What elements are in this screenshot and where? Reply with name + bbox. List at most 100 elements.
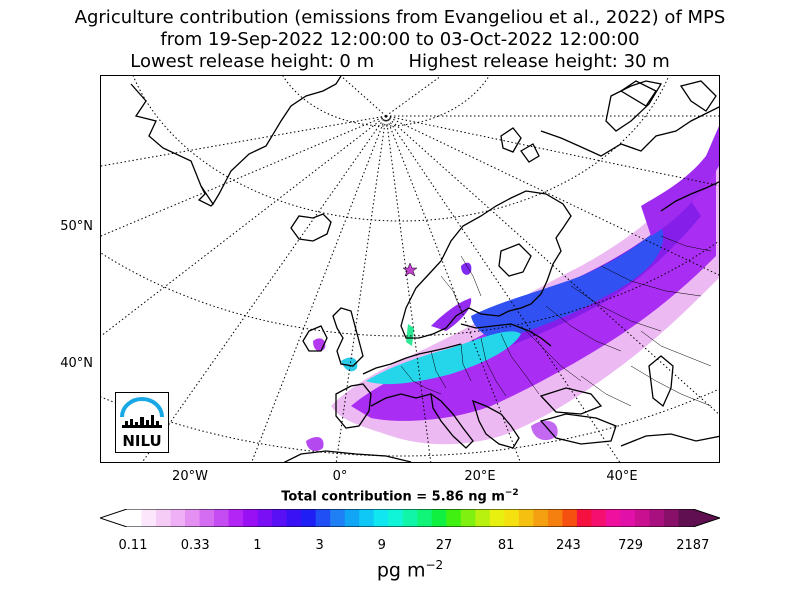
colorbar-over-triangle [693, 509, 720, 527]
colorbar-cell [562, 509, 578, 527]
title-line-3: Lowest release height: 0 m Highest relea… [130, 51, 670, 72]
colorbar-under-triangle [100, 509, 127, 527]
plume-layer [306, 126, 719, 452]
colorbar-cell [286, 509, 302, 527]
colorbar-cell [634, 509, 650, 527]
arctic-islands [619, 80, 657, 107]
colorbar-cell [228, 509, 244, 527]
release-site-star [402, 262, 418, 277]
greenland-coast-2 [197, 185, 214, 207]
plume-green [406, 324, 414, 346]
colorbar-tick-label: 81 [497, 538, 515, 553]
europe-coast [362, 343, 462, 375]
lon-label-20e: 20°E [464, 469, 496, 484]
country-borders [400, 235, 712, 407]
logo-text: NILU [122, 432, 161, 450]
graticule [101, 76, 719, 462]
colorbar-cell [243, 509, 259, 527]
colorbar-tick-label: 0.11 [118, 538, 148, 553]
colorbar-tick-label: 3 [315, 538, 324, 553]
caspian [648, 355, 674, 408]
colorbar-cell [185, 509, 201, 527]
nilu-logo: NILU [115, 392, 169, 453]
colorbar-cell [605, 509, 621, 527]
total-contribution-text: Total contribution = 5.86 ng m [281, 489, 505, 505]
italy [430, 392, 474, 449]
lon-label-20w: 20°W [172, 469, 208, 484]
colorbar-cell [330, 509, 346, 527]
title-line-2: from 19-Sep-2022 12:00:00 to 03-Oct-2022… [160, 29, 640, 50]
colorbar-tick-label: 2187 [676, 538, 710, 553]
colorbar-tick-label: 0.33 [180, 538, 210, 553]
arctic-coast-ne [679, 80, 717, 112]
colorbar-cell [678, 509, 694, 527]
colorbar-cell [649, 509, 665, 527]
title-line-1: Agriculture contribution (emissions from… [74, 7, 726, 28]
africa-coast [283, 450, 412, 462]
svalbard [500, 127, 522, 153]
svalbard-2 [520, 143, 540, 163]
colorbar-cell [388, 509, 404, 527]
colorbar-cell [620, 509, 636, 527]
ireland [302, 325, 328, 352]
colorbar-cell [141, 509, 157, 527]
balkans [471, 399, 520, 449]
arctic-russia [540, 106, 719, 157]
greenland-coast [130, 76, 342, 206]
colorbar-cell [504, 509, 520, 527]
colorbar-cell [547, 509, 563, 527]
colorbar-cell [127, 509, 143, 527]
colorbar-tick-label: 243 [555, 538, 581, 553]
colorbar-cell [431, 509, 447, 527]
plume-south-1 [306, 436, 324, 452]
colorbar-unit-text: pg m [376, 559, 426, 582]
siberia-coast [660, 181, 719, 212]
colorbar-unit-exp: −2 [425, 558, 444, 572]
colorbar-unit: pg m−2 [0, 558, 800, 581]
colorbar-cells [100, 509, 720, 527]
lat-label-40n: 40°N [60, 356, 93, 371]
colorbar-cell [315, 509, 331, 527]
colorbar-cell [591, 509, 607, 527]
colorbar [100, 509, 720, 527]
coastlines [130, 76, 719, 462]
plume-finland [461, 262, 472, 275]
baltic-coast [460, 323, 552, 347]
map-panel [100, 75, 720, 463]
colorbar-cell [272, 509, 288, 527]
turkey [539, 413, 617, 445]
colorbar-cell [156, 509, 172, 527]
lon-label-40e: 40°E [606, 469, 638, 484]
plume-purple [351, 156, 716, 421]
colorbar-cell [533, 509, 549, 527]
finland-coast [498, 243, 532, 277]
total-contribution: Total contribution = 5.86 ng m−2 [0, 488, 800, 504]
colorbar-cell [475, 509, 491, 527]
colorbar-cell [460, 509, 476, 527]
lon-label-0: 0° [332, 469, 348, 484]
colorbar-cell [417, 509, 433, 527]
colorbar-cell [402, 509, 418, 527]
colorbar-cell [359, 509, 375, 527]
novaya-zemlya [605, 80, 663, 132]
colorbar-cell [576, 509, 592, 527]
colorbar-cell [301, 509, 317, 527]
iceland [290, 213, 332, 242]
colorbar-cell [663, 509, 679, 527]
colorbar-cell [373, 509, 389, 527]
colorbar-cell [344, 509, 360, 527]
colorbar-tick-label: 9 [377, 538, 386, 553]
map-canvas [101, 76, 719, 462]
colorbar-cell [170, 509, 186, 527]
colorbar-tick-label: 27 [435, 538, 453, 553]
plume-cyan-south [341, 357, 358, 372]
plume-south-2 [531, 420, 558, 441]
colorbar-cell [446, 509, 462, 527]
mediterranean-coast [370, 393, 432, 407]
iberia [335, 383, 372, 429]
total-contribution-exp: −2 [504, 488, 519, 498]
middle-east [620, 433, 719, 447]
colorbar-tick-label: 729 [618, 538, 643, 553]
colorbar-cell [214, 509, 230, 527]
colorbar-cell [257, 509, 273, 527]
